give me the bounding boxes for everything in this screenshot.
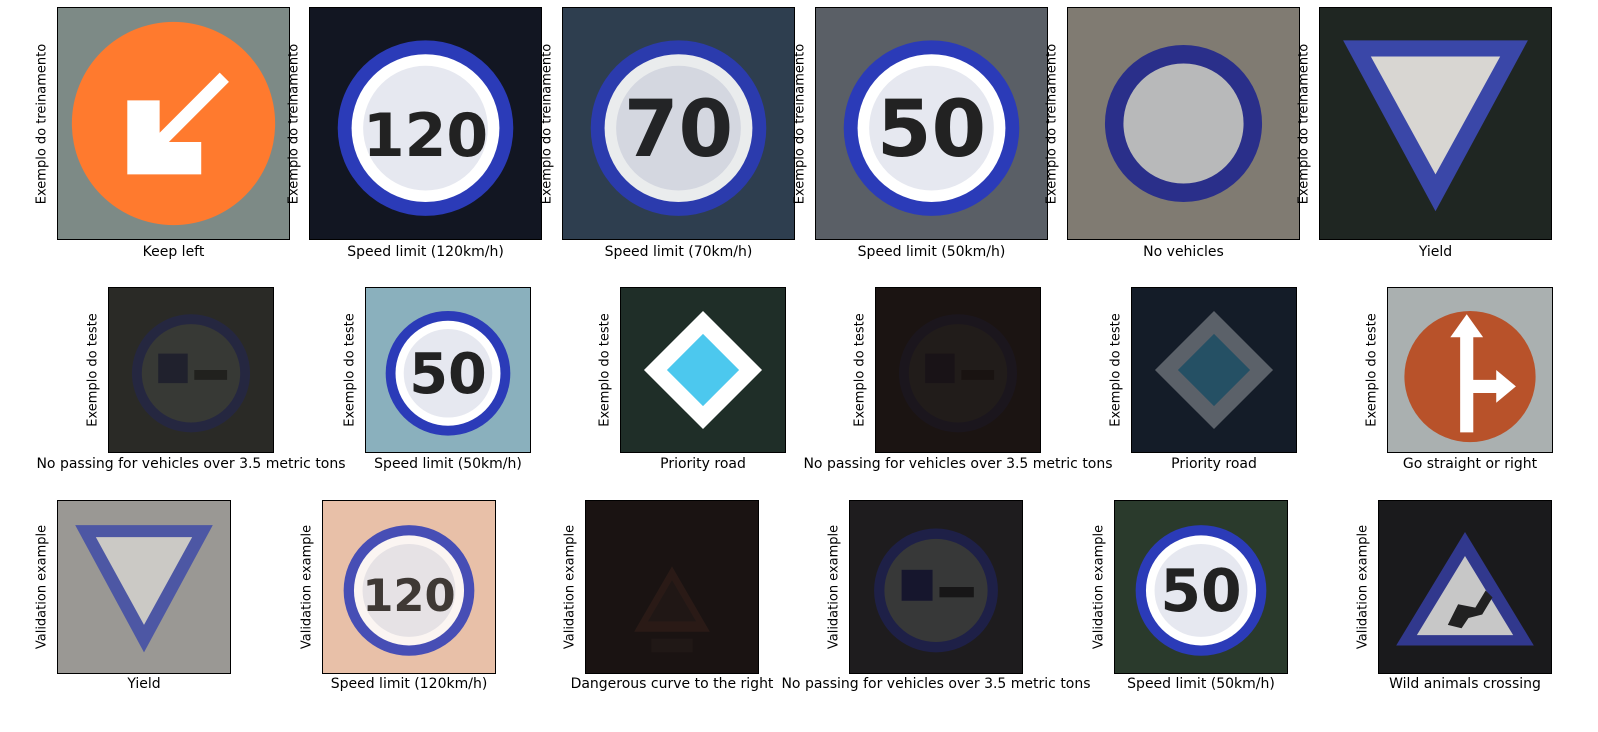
- speed-limit-sign-image: 70: [562, 7, 795, 240]
- go-straight-or-right-sign-image: [1387, 287, 1553, 453]
- row-label: Exemplo do teste: [1364, 313, 1380, 427]
- sign-caption: Speed limit (50km/h): [374, 456, 522, 472]
- keep-left-sign-image: [57, 7, 290, 240]
- sign-caption: Speed limit (50km/h): [1127, 676, 1275, 692]
- row-label: Exemplo do treinamento: [1296, 43, 1312, 204]
- speed-limit-sign-image: 120: [322, 500, 496, 674]
- row-label: Validation example: [826, 524, 842, 650]
- yield-sign-image: [1319, 7, 1552, 240]
- row-label: Validation example: [1091, 524, 1107, 650]
- sign-caption: Speed limit (70km/h): [604, 244, 753, 260]
- priority-road-sign-image: [620, 287, 786, 453]
- yield-sign-image: [57, 500, 231, 674]
- row-label: Validation example: [1355, 524, 1371, 650]
- sign-caption: Priority road: [1171, 456, 1257, 472]
- sign-caption: Yield: [127, 676, 161, 692]
- speed-limit-sign-image: 50: [815, 7, 1048, 240]
- sign-number: 50: [409, 342, 487, 407]
- row-label: Exemplo do teste: [85, 313, 101, 427]
- dangerous-curve-right-sign-image: [585, 500, 759, 674]
- sign-caption: No vehicles: [1143, 244, 1224, 260]
- sign-caption: Dangerous curve to the right: [570, 676, 774, 692]
- sign-caption: Speed limit (50km/h): [857, 244, 1006, 260]
- row-label: Exemplo do treinamento: [286, 43, 302, 204]
- sign-caption: No passing for vehicles over 3.5 metric …: [781, 676, 1091, 692]
- sign-caption: Speed limit (120km/h): [330, 676, 488, 692]
- row-label: Exemplo do treinamento: [1044, 43, 1060, 204]
- sign-caption: Yield: [1418, 244, 1453, 260]
- no-passing-trucks-sign-image: [849, 500, 1023, 674]
- row-label: Exemplo do teste: [1108, 313, 1124, 427]
- sign-number: 50: [1160, 557, 1241, 625]
- no-passing-trucks-sign-image: [875, 287, 1041, 453]
- sign-number: 70: [624, 83, 733, 175]
- sign-caption: No passing for vehicles over 3.5 metric …: [803, 456, 1113, 472]
- sign-number: 120: [362, 569, 455, 622]
- sign-caption: Keep left: [142, 244, 205, 260]
- row-label: Validation example: [562, 524, 578, 650]
- row-label: Exemplo do treinamento: [539, 43, 555, 204]
- priority-road-sign-image: [1131, 287, 1297, 453]
- row-label: Validation example: [34, 524, 50, 650]
- sign-number: 120: [363, 101, 488, 171]
- row-label: Exemplo do treinamento: [34, 43, 50, 204]
- sign-caption: Priority road: [660, 456, 746, 472]
- sign-caption: Go straight or right: [1402, 456, 1538, 472]
- no-vehicles-sign-image: [1067, 7, 1300, 240]
- row-label: Validation example: [299, 524, 315, 650]
- speed-limit-sign-image: 50: [365, 287, 531, 453]
- row-label: Exemplo do teste: [597, 313, 613, 427]
- sign-caption: Wild animals crossing: [1389, 676, 1541, 692]
- speed-limit-sign-image: 120: [309, 7, 542, 240]
- sign-caption: Speed limit (120km/h): [347, 244, 504, 260]
- wild-animals-crossing-sign-image: [1378, 500, 1552, 674]
- speed-limit-sign-image: 50: [1114, 500, 1288, 674]
- row-label: Exemplo do teste: [342, 313, 358, 427]
- row-label: Exemplo do treinamento: [792, 43, 808, 204]
- no-passing-trucks-sign-image: [108, 287, 274, 453]
- sign-caption: No passing for vehicles over 3.5 metric …: [36, 456, 346, 472]
- sign-number: 50: [877, 83, 986, 175]
- row-label: Exemplo do teste: [852, 313, 868, 427]
